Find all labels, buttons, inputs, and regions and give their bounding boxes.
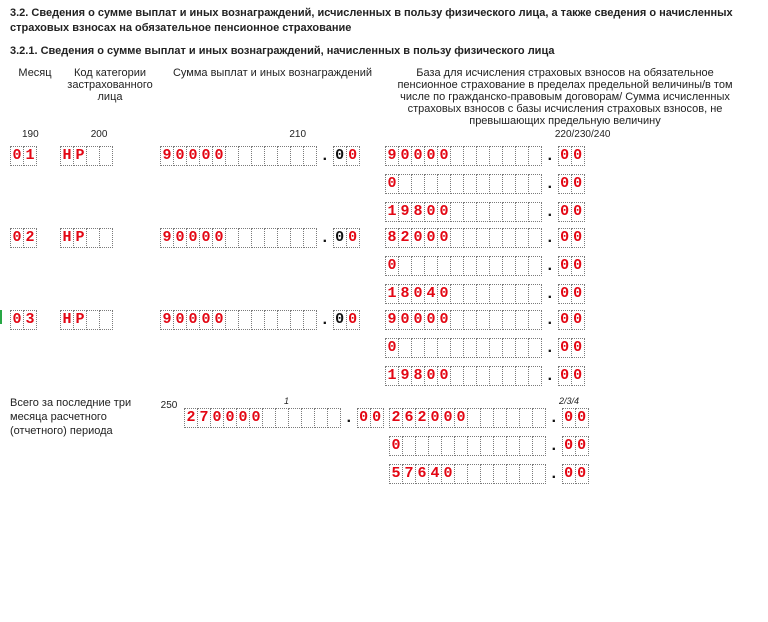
- footnote-234: 2/3/4: [389, 396, 749, 406]
- section-3-2-heading: 3.2. Сведения о сумме выплат и иных возн…: [10, 6, 758, 36]
- totals-base-3: 57640·······.00: [389, 464, 749, 484]
- column-headers: Месяц Код категории застрахованного лица…: [10, 67, 758, 127]
- column-codes: 190 200 210 220/230/240: [10, 129, 758, 140]
- data-row: 03 НР·· 90000·······.00 90000·······.00 0···…: [10, 310, 758, 386]
- base-value-2: 0···········.00: [385, 256, 745, 276]
- col-category-label: Код категории застрахованного лица: [60, 67, 160, 103]
- month-cells: 02: [10, 228, 37, 248]
- totals-row: Всего за последние три месяца расчетного…: [10, 396, 758, 484]
- section-3-2-1-heading: 3.2.1. Сведения о сумме выплат и иных во…: [10, 44, 758, 59]
- base-value-1: 90000·······.00: [385, 146, 745, 166]
- totals-sum: 270000······.00: [184, 408, 384, 428]
- base-value-1: 90000·······.00: [385, 310, 745, 330]
- base-value-3: 19800·······.00: [385, 366, 745, 386]
- sum-value: 90000·······.00: [160, 146, 360, 166]
- base-value-2: 0···········.00: [385, 338, 745, 358]
- footnote-1: 1: [184, 396, 389, 406]
- sum-value: 90000·······.00: [160, 310, 360, 330]
- code-200: 200: [71, 129, 188, 140]
- base-value-2: 0···········.00: [385, 174, 745, 194]
- totals-label: Всего за последние три месяца расчетного…: [10, 396, 154, 439]
- totals-base-1: 262000······.00: [389, 408, 749, 428]
- code-220-230-240: 220/230/240: [407, 129, 758, 140]
- base-value-1: 82000·······.00: [385, 228, 745, 248]
- code-210: 210: [188, 129, 407, 140]
- category-cells: НР··: [60, 146, 113, 166]
- data-row: 02 НР·· 90000·······.00 82000·······.00 0···…: [10, 228, 758, 304]
- base-value-3: 19800·······.00: [385, 202, 745, 222]
- month-cells: 03: [10, 310, 37, 330]
- data-row: 01 НР·· 90000·······.00 90000·······.00 0···…: [10, 146, 758, 222]
- month-cells: 01: [10, 146, 37, 166]
- col-month-label: Месяц: [10, 67, 60, 79]
- sum-value: 90000·······.00: [160, 228, 360, 248]
- totals-code: 250: [154, 396, 184, 411]
- category-cells: НР··: [60, 310, 113, 330]
- col-base-label: База для исчисления страховых взносов на…: [385, 67, 745, 127]
- code-190: 190: [10, 129, 71, 140]
- col-sum-label: Сумма выплат и иных вознаграждений: [160, 67, 385, 79]
- base-value-3: 18040·······.00: [385, 284, 745, 304]
- category-cells: НР··: [60, 228, 113, 248]
- totals-base-2: 0···········.00: [389, 436, 749, 456]
